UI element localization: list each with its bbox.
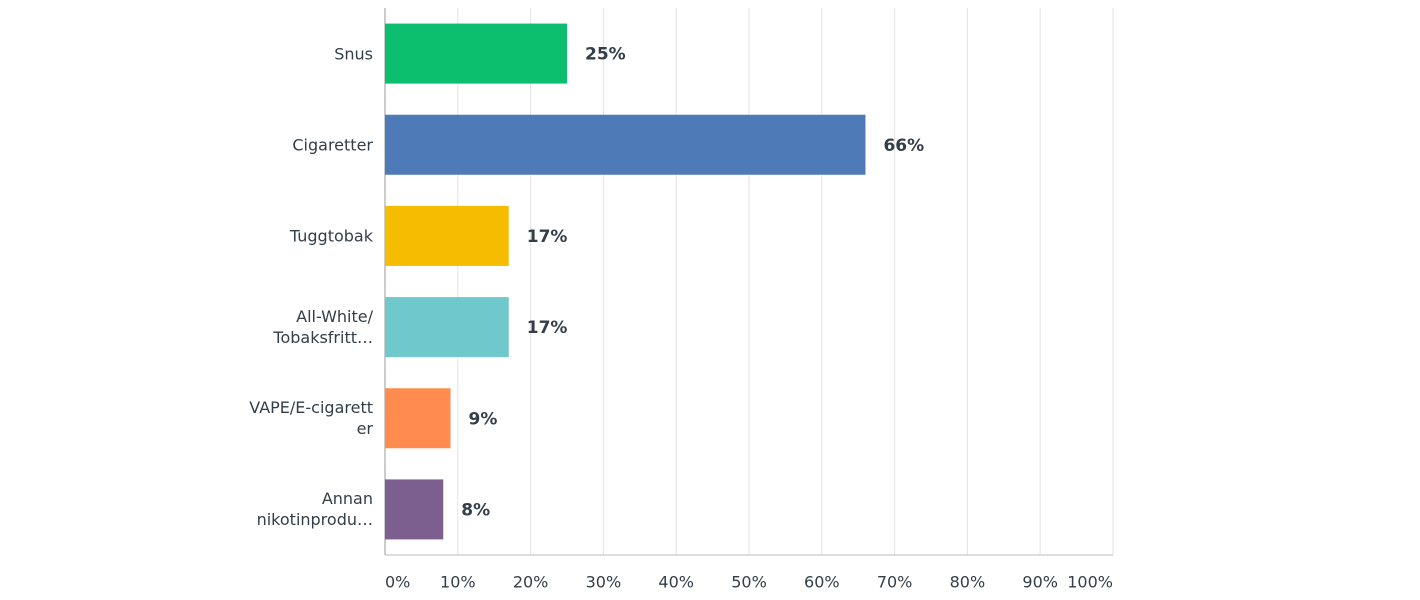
bar bbox=[385, 23, 567, 84]
x-tick-label: 80% bbox=[950, 573, 986, 592]
bar bbox=[385, 297, 509, 358]
x-tick-label: 50% bbox=[731, 573, 767, 592]
x-tick-label: 40% bbox=[658, 573, 694, 592]
category-label: All-White/ Tobaksfritt… bbox=[273, 307, 373, 348]
category-label: Snus bbox=[334, 44, 373, 64]
bar bbox=[385, 479, 444, 540]
x-tick-label: 100% bbox=[1067, 573, 1113, 592]
x-tick-label: 0% bbox=[385, 573, 410, 592]
value-label: 9% bbox=[469, 409, 498, 429]
category-label: Annan nikotinprodu… bbox=[256, 489, 373, 530]
value-label: 66% bbox=[883, 136, 924, 156]
x-tick-label: 70% bbox=[877, 573, 913, 592]
value-label: 17% bbox=[527, 227, 568, 247]
category-label: VAPE/E-cigarett er bbox=[249, 398, 373, 439]
x-tick-label: 20% bbox=[513, 573, 549, 592]
bar bbox=[385, 388, 451, 449]
bar bbox=[385, 114, 866, 175]
value-label: 17% bbox=[527, 318, 568, 338]
bar bbox=[385, 205, 509, 266]
category-label: Cigaretter bbox=[292, 135, 373, 155]
x-tick-label: 90% bbox=[1022, 573, 1058, 592]
value-label: 25% bbox=[585, 45, 626, 65]
value-label: 8% bbox=[461, 500, 490, 520]
x-tick-label: 60% bbox=[804, 573, 840, 592]
x-tick-label: 30% bbox=[586, 573, 622, 592]
x-tick-label: 10% bbox=[440, 573, 476, 592]
category-label: Tuggtobak bbox=[289, 226, 373, 246]
